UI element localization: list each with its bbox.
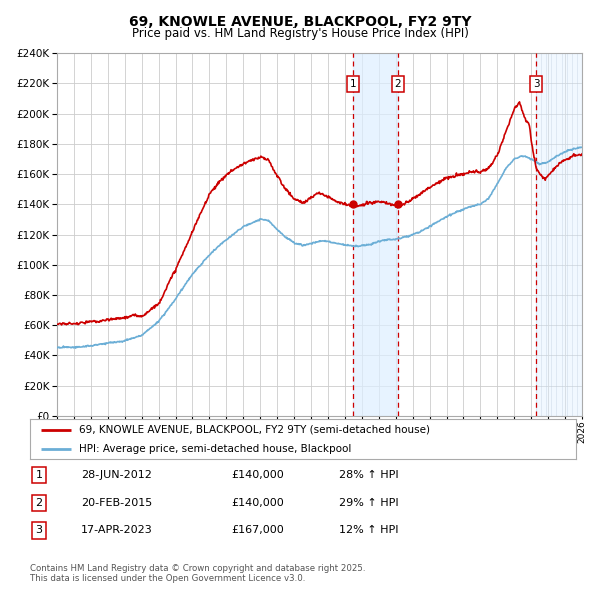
Bar xyxy=(536,53,582,416)
Text: £140,000: £140,000 xyxy=(231,470,284,480)
Text: 28% ↑ HPI: 28% ↑ HPI xyxy=(339,470,398,480)
Text: Contains HM Land Registry data © Crown copyright and database right 2025.
This d: Contains HM Land Registry data © Crown c… xyxy=(30,563,365,583)
Text: 69, KNOWLE AVENUE, BLACKPOOL, FY2 9TY: 69, KNOWLE AVENUE, BLACKPOOL, FY2 9TY xyxy=(129,15,471,30)
Text: 3: 3 xyxy=(533,79,539,89)
Text: 17-APR-2023: 17-APR-2023 xyxy=(81,526,153,535)
Text: HPI: Average price, semi-detached house, Blackpool: HPI: Average price, semi-detached house,… xyxy=(79,444,352,454)
Text: 1: 1 xyxy=(35,470,43,480)
Text: 28-JUN-2012: 28-JUN-2012 xyxy=(81,470,152,480)
Text: £140,000: £140,000 xyxy=(231,498,284,507)
Text: 29% ↑ HPI: 29% ↑ HPI xyxy=(339,498,398,507)
Text: 20-FEB-2015: 20-FEB-2015 xyxy=(81,498,152,507)
Bar xyxy=(353,53,398,416)
Text: 1: 1 xyxy=(350,79,356,89)
Text: 12% ↑ HPI: 12% ↑ HPI xyxy=(339,526,398,535)
Text: 2: 2 xyxy=(35,498,43,507)
Text: Price paid vs. HM Land Registry's House Price Index (HPI): Price paid vs. HM Land Registry's House … xyxy=(131,27,469,40)
Text: 2: 2 xyxy=(395,79,401,89)
Text: £167,000: £167,000 xyxy=(231,526,284,535)
Text: 3: 3 xyxy=(35,526,43,535)
Text: 69, KNOWLE AVENUE, BLACKPOOL, FY2 9TY (semi-detached house): 69, KNOWLE AVENUE, BLACKPOOL, FY2 9TY (s… xyxy=(79,425,430,435)
